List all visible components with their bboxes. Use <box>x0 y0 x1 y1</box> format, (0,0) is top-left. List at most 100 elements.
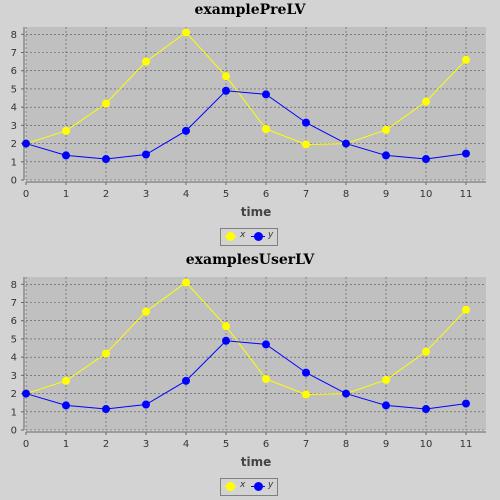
y-tick-label: 8 <box>11 30 17 41</box>
plot-area <box>26 27 486 180</box>
data-point-y <box>302 368 310 377</box>
x-tick-label: 6 <box>263 189 269 200</box>
data-point-y <box>342 139 350 148</box>
chart-title: examplePreLV <box>194 2 306 18</box>
data-point-y <box>382 401 390 410</box>
x-tick-label: 4 <box>183 189 189 200</box>
data-point-y <box>182 376 190 385</box>
chart-panel-top: 0 1 2 3 4 5 6 7 8 9 10 11 0 1 2 3 4 5 6 7 8 time examplePreLV… <box>11 2 486 246</box>
legend-label-x: x <box>240 480 246 490</box>
y-tick-label: 5 <box>11 334 17 345</box>
y-tick-label: 8 <box>11 280 17 291</box>
x-tick-label: 5 <box>223 439 229 450</box>
x-axis-label: time <box>241 455 272 469</box>
data-point-y <box>462 149 470 158</box>
y-tick-label: 0 <box>11 176 17 187</box>
series-line-y <box>25 340 467 410</box>
data-point-x <box>462 55 470 64</box>
data-point-x <box>262 125 270 133</box>
x-tick-label: 8 <box>343 189 349 200</box>
x-tick-label: 11 <box>460 189 473 200</box>
chart-legend: x y <box>220 478 278 496</box>
data-point-y <box>102 155 110 164</box>
y-tick-label: 2 <box>11 389 17 400</box>
series-line-y <box>25 90 467 160</box>
chart-legend: x y <box>220 228 278 246</box>
y-tick-label: 7 <box>11 48 17 59</box>
x-tick-label: 5 <box>223 189 229 200</box>
chart-plot-top: 0 1 2 3 4 5 6 7 8 9 10 11 0 1 2 3 4 5 6 7 8 time <box>11 27 486 219</box>
data-point-y <box>342 389 350 398</box>
x-tick-label: 2 <box>103 189 109 200</box>
y-tick-label: 6 <box>11 66 17 77</box>
data-point-y <box>22 389 30 398</box>
x-tick-label: 0 <box>23 189 29 200</box>
y-tick-label: 4 <box>11 103 17 114</box>
data-point-y <box>302 118 310 127</box>
data-point-y <box>142 150 150 159</box>
chart-plot-bottom: 0 1 2 3 4 5 6 7 8 9 10 11 0 1 2 3 4 5 6 7 8 time <box>11 277 486 469</box>
data-point-x <box>62 126 70 135</box>
x-tick-label: 7 <box>303 189 309 200</box>
data-point-y <box>62 151 70 160</box>
x-tick-label: 1 <box>63 439 69 450</box>
data-point-y <box>22 139 30 148</box>
chart-panel-bottom: 0 1 2 3 4 5 6 7 8 9 10 11 0 1 2 3 4 5 6 7 8 time examplesUser… <box>0 250 500 500</box>
y-tick-label: 2 <box>11 139 17 150</box>
data-point-x <box>62 376 70 385</box>
chart-title: examplesUserLV <box>185 252 315 268</box>
legend-label-x: x <box>240 230 246 240</box>
x-tick-label: 4 <box>183 439 189 450</box>
x-tick-label: 3 <box>143 189 149 200</box>
data-point-x <box>222 322 230 331</box>
x-axis-label: time <box>241 205 272 219</box>
series-line-x <box>25 281 467 395</box>
data-point-x <box>182 278 190 287</box>
legend-label-y: y <box>268 480 274 490</box>
data-point-y <box>422 155 430 164</box>
data-point-y <box>222 336 230 345</box>
y-tick-label: 5 <box>11 84 17 95</box>
series-line-x <box>25 31 467 145</box>
data-point-y <box>462 399 470 408</box>
data-point-x <box>262 375 270 383</box>
plot-area <box>26 277 486 430</box>
data-point-y <box>262 340 270 349</box>
y-tick-label: 6 <box>11 316 17 327</box>
data-point-x <box>382 125 390 134</box>
data-point-x <box>102 99 110 108</box>
data-point-x <box>102 349 110 358</box>
data-point-x <box>302 390 310 399</box>
data-point-x <box>462 305 470 314</box>
data-point-x <box>422 347 430 356</box>
y-tick-label: 4 <box>11 353 17 364</box>
x-tick-label: 6 <box>263 439 269 450</box>
legend-marker-y <box>254 232 263 241</box>
data-point-y <box>62 401 70 410</box>
data-point-y <box>142 400 150 409</box>
y-tick-label: 0 <box>11 426 17 437</box>
data-point-x <box>422 97 430 106</box>
x-tick-label: 1 <box>63 189 69 200</box>
x-tick-label: 11 <box>460 439 473 450</box>
x-tick-label: 9 <box>383 189 389 200</box>
data-point-x <box>222 72 230 81</box>
x-tick-label: 8 <box>343 439 349 450</box>
x-tick-label: 0 <box>23 439 29 450</box>
data-point-y <box>182 126 190 135</box>
x-tick-label: 9 <box>383 439 389 450</box>
data-point-x <box>142 307 150 316</box>
legend-marker-x <box>226 482 235 491</box>
x-tick-label: 10 <box>420 189 433 200</box>
data-point-y <box>422 405 430 414</box>
x-tick-label: 2 <box>103 439 109 450</box>
y-tick-label: 7 <box>11 298 17 309</box>
x-tick-label: 7 <box>303 439 309 450</box>
data-point-y <box>102 405 110 414</box>
data-point-x <box>182 28 190 37</box>
x-tick-label: 3 <box>143 439 149 450</box>
data-point-y <box>382 151 390 160</box>
data-point-x <box>382 375 390 384</box>
data-point-y <box>262 90 270 99</box>
y-tick-label: 3 <box>11 121 17 132</box>
